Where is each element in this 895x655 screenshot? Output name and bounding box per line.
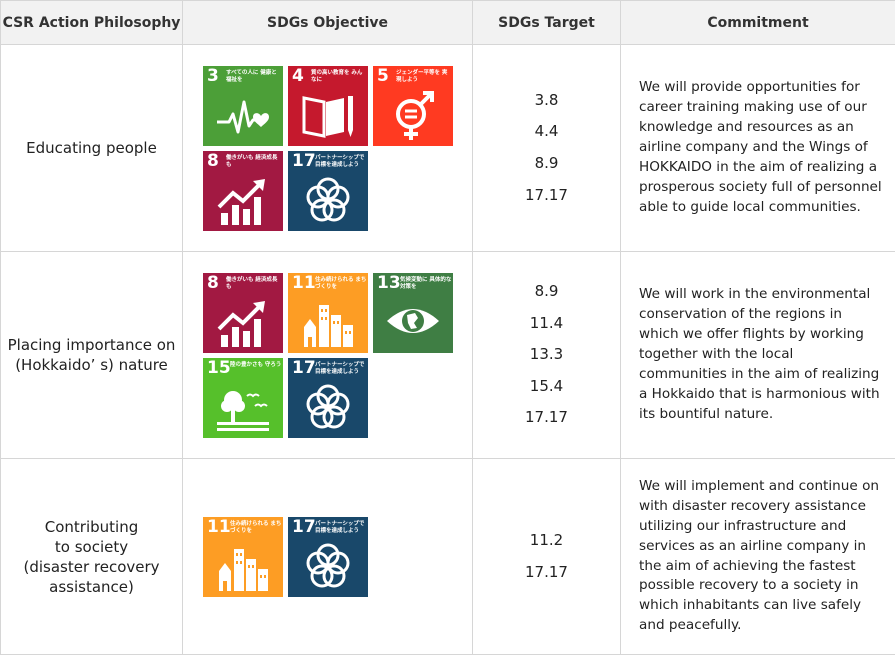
sdg-goal-number: 17	[292, 150, 316, 171]
sdg-goal-3-tile: 3 すべての人に 健康と福祉を	[203, 65, 283, 146]
sdg-goal-caption: 気候変動に 具体的な対策を	[400, 276, 452, 290]
sdg-goal-number: 11	[292, 272, 316, 293]
sdg-goal-caption: 働きがいも 経済成長も	[226, 154, 278, 168]
sdg-goal-8-tile: 8 働きがいも 経済成長も	[203, 272, 283, 353]
sdg-goal-number: 8	[207, 272, 219, 293]
sdg-goal-17-tile: 17 パートナーシップで 目標を達成しよう	[288, 357, 368, 438]
header-sdgs-target: SDGs Target	[472, 0, 621, 45]
sdg-goal-caption: ジェンダー平等を 実現しよう	[396, 69, 448, 83]
sdg-goal-caption: 働きがいも 経済成長も	[226, 276, 278, 290]
target-value: 4.4	[534, 122, 559, 141]
sdg-icon-grid: 3 すべての人に 健康と福祉を 4 質の高い教育を みんなに 5 ジェンダー平等を 実…	[203, 65, 453, 231]
sdg-goal-number: 5	[377, 65, 389, 86]
sdg-goal-number: 17	[292, 357, 316, 378]
target-value: 11.4	[529, 313, 564, 332]
sdg-icon-grid: 8 働きがいも 経済成長も 11 住み続けられる まちづくりを 13 気候変動に 具体…	[203, 272, 453, 438]
sdg-goal-number: 15	[207, 357, 231, 378]
sdg-goal-caption: 質の高い教育を みんなに	[311, 69, 363, 83]
philosophy-cell: Educating people	[0, 44, 183, 252]
table-row: Contributing to society (disaster recove…	[0, 458, 895, 655]
philosophy-line: (disaster recovery	[23, 557, 160, 576]
sdg-goal-caption: パートナーシップで 目標を達成しよう	[315, 520, 365, 534]
sdgs-target-cell: 11.2 17.17	[472, 458, 621, 655]
sdg-goal-caption: 住み続けられる まちづくりを	[315, 276, 367, 290]
philosophy-line: (Hokkaido’ s) nature	[15, 356, 168, 374]
target-value: 3.8	[534, 90, 559, 109]
target-value: 17.17	[525, 185, 568, 204]
philosophy-line: assistance)	[49, 577, 134, 596]
sdg-goal-11-tile: 11 住み続けられる まちづくりを	[203, 516, 283, 597]
sdg-goal-11-tile: 11 住み続けられる まちづくりを	[288, 272, 368, 353]
sdg-goal-number: 8	[207, 150, 219, 171]
sdg-goal-caption: すべての人に 健康と福祉を	[226, 69, 277, 83]
sdgs-objective-cell: 3 すべての人に 健康と福祉を 4 質の高い教育を みんなに 5 ジェンダー平等を 実…	[182, 44, 473, 252]
philosophy-line: Contributing	[44, 517, 139, 536]
sdg-goal-caption: 陸の豊かさも 守ろう	[230, 361, 282, 368]
philosophy-line: Placing importance on	[7, 336, 176, 354]
target-value: 8.9	[534, 282, 559, 301]
commitment-cell: We will work in the environmental conser…	[620, 251, 895, 459]
table-row: Educating people 3 すべての人に 健康と福祉を 4 質の高い教育を…	[0, 44, 895, 252]
sdg-goal-8-tile: 8 働きがいも 経済成長も	[203, 150, 283, 231]
sdg-goal-number: 3	[207, 65, 219, 86]
sdg-goal-17-tile: 17 パートナーシップで 目標を達成しよう	[288, 150, 368, 231]
philosophy-cell: Placing importance on (Hokkaido’ s) natu…	[0, 251, 183, 459]
sdg-goal-5-tile: 5 ジェンダー平等を 実現しよう	[373, 65, 453, 146]
target-value: 8.9	[534, 154, 559, 172]
header-csr-action-philosophy: CSR Action Philosophy	[0, 0, 183, 45]
sdg-goal-number: 17	[292, 516, 316, 537]
target-value: 15.4	[529, 376, 564, 395]
table-row: Placing importance on (Hokkaido’ s) natu…	[0, 251, 895, 459]
sdg-goal-15-tile: 15 陸の豊かさも 守ろう	[203, 357, 283, 438]
sdg-goal-number: 4	[292, 65, 304, 86]
sdg-goal-number: 13	[377, 272, 401, 293]
sdgs-target-cell: 3.8 4.4 8.9 17.17	[472, 44, 621, 252]
sdg-goal-4-tile: 4 質の高い教育を みんなに	[288, 65, 368, 146]
header-row: CSR Action Philosophy SDGs Objective SDG…	[0, 0, 895, 45]
header-sdgs-objective: SDGs Objective	[182, 0, 473, 45]
sdg-goal-17-tile: 17 パートナーシップで 目標を達成しよう	[288, 516, 368, 597]
sdgs-target-cell: 8.9 11.4 13.3 15.4 17.17	[472, 251, 621, 459]
commitment-cell: We will implement and continue on with d…	[620, 458, 895, 655]
sdgs-objective-cell: 11 住み続けられる まちづくりを 17 パートナーシップで 目標を達成しよう	[182, 458, 473, 655]
sdg-goal-number: 11	[207, 516, 231, 537]
target-value: 17.17	[525, 562, 568, 581]
sdg-icon-grid: 11 住み続けられる まちづくりを 17 パートナーシップで 目標を達成しよう	[203, 516, 453, 597]
sdgs-objective-cell: 8 働きがいも 経済成長も 11 住み続けられる まちづくりを 13 気候変動に 具体…	[182, 251, 473, 459]
header-commitment: Commitment	[620, 0, 895, 45]
sdg-goal-caption: パートナーシップで 目標を達成しよう	[315, 154, 365, 168]
sdg-goal-13-tile: 13 気候変動に 具体的な対策を	[373, 272, 453, 353]
target-value: 13.3	[529, 345, 564, 364]
philosophy-cell: Contributing to society (disaster recove…	[0, 458, 183, 655]
philosophy-line: to society	[54, 537, 129, 556]
commitment-cell: We will provide opportunities for career…	[620, 44, 895, 252]
target-value: 17.17	[525, 408, 568, 427]
sdg-goal-caption: パートナーシップで 目標を達成しよう	[315, 361, 365, 375]
target-value: 11.2	[529, 530, 564, 549]
philosophy-line: Educating people	[26, 139, 157, 157]
sdg-goal-caption: 住み続けられる まちづくりを	[230, 520, 282, 534]
